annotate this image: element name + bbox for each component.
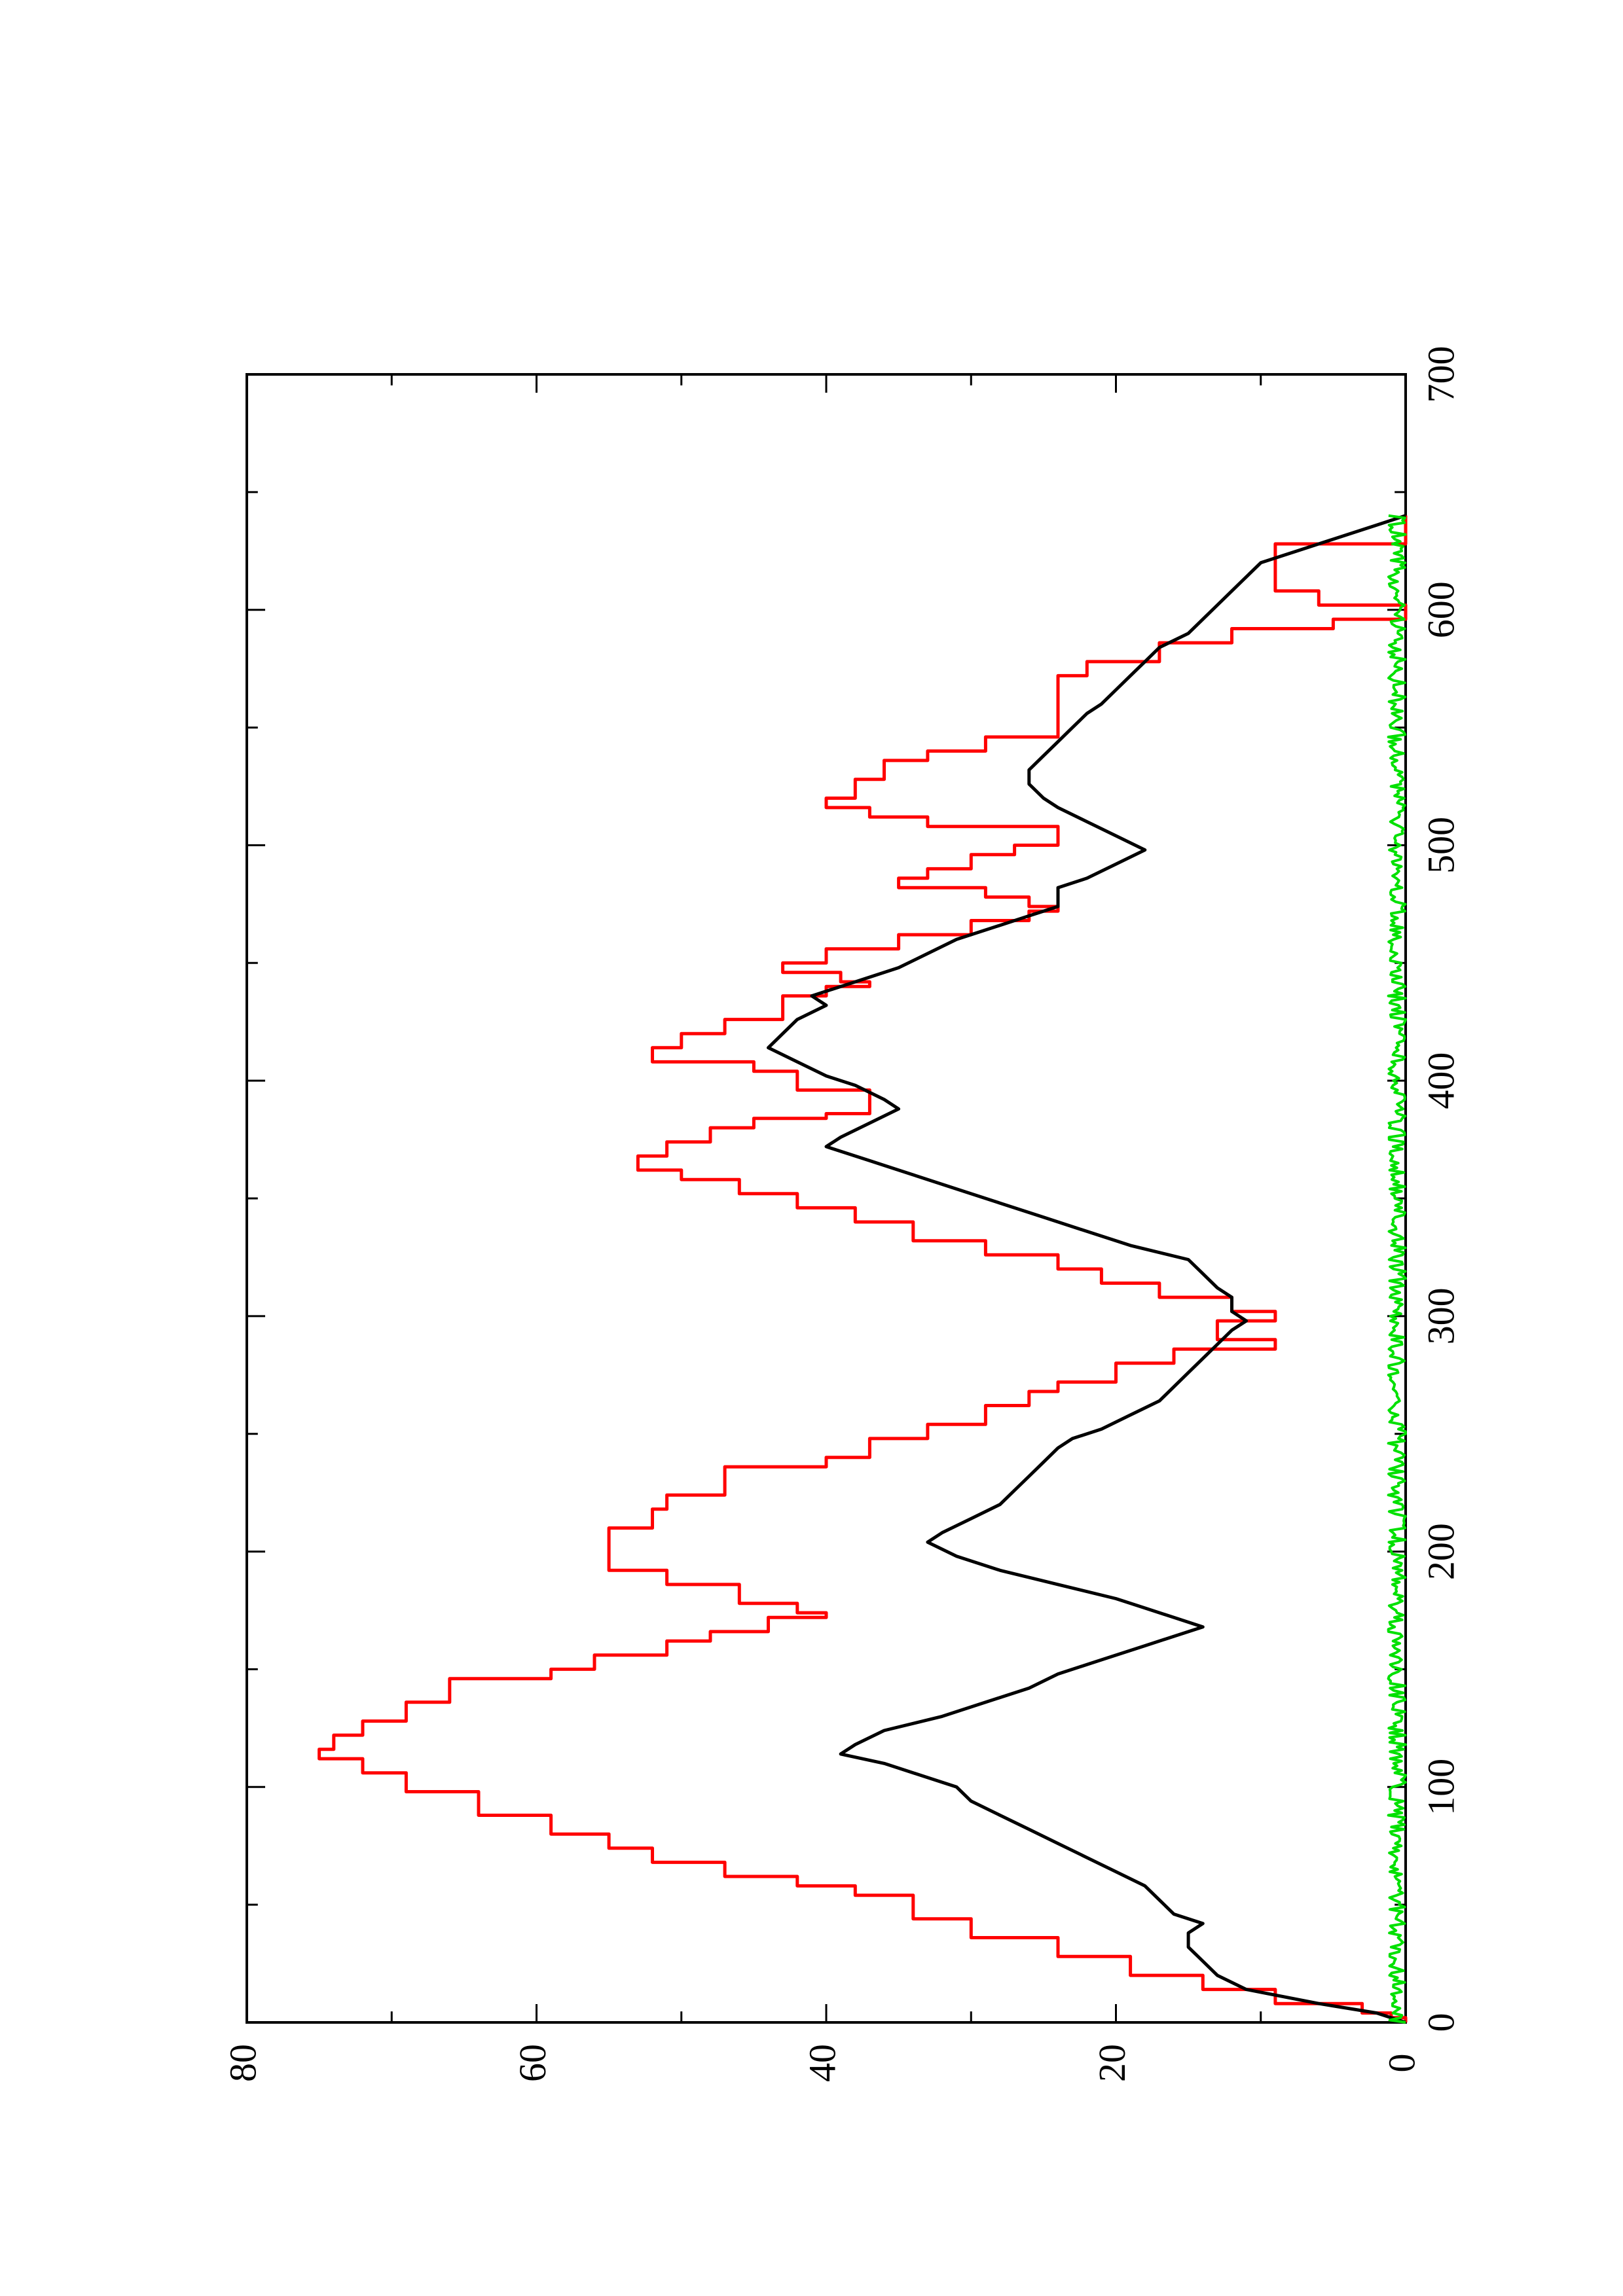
series-group [318,514,1408,2024]
x-tick-label: 300 [1419,1287,1462,1344]
y-tick-label: 40 [801,2044,843,2082]
series-line-2 [1387,514,1407,2024]
x-tick-label: 200 [1419,1523,1462,1580]
series-line-0 [318,515,1408,2022]
x-tick-label: 400 [1419,1052,1462,1109]
x-tick-label: 500 [1419,817,1462,874]
y-tick-label: 80 [221,2044,264,2082]
series-line-1 [767,514,1406,2024]
x-tick-label: 600 [1419,581,1462,638]
x-tick-label: 100 [1419,1759,1462,1816]
x-tick-label: 0 [1419,2013,1462,2032]
tick-labels: 0 100 200 300 400 500 600 700 0 20 40 60 80 [221,346,1462,2083]
plot-frame [246,373,1407,2024]
x-tick-label: 700 [1419,346,1462,403]
y-tick-label: 0 [1380,2054,1423,2073]
ticks [246,373,1407,2024]
y-tick-label: 60 [511,2044,554,2082]
y-tick-label: 20 [1091,2044,1133,2082]
